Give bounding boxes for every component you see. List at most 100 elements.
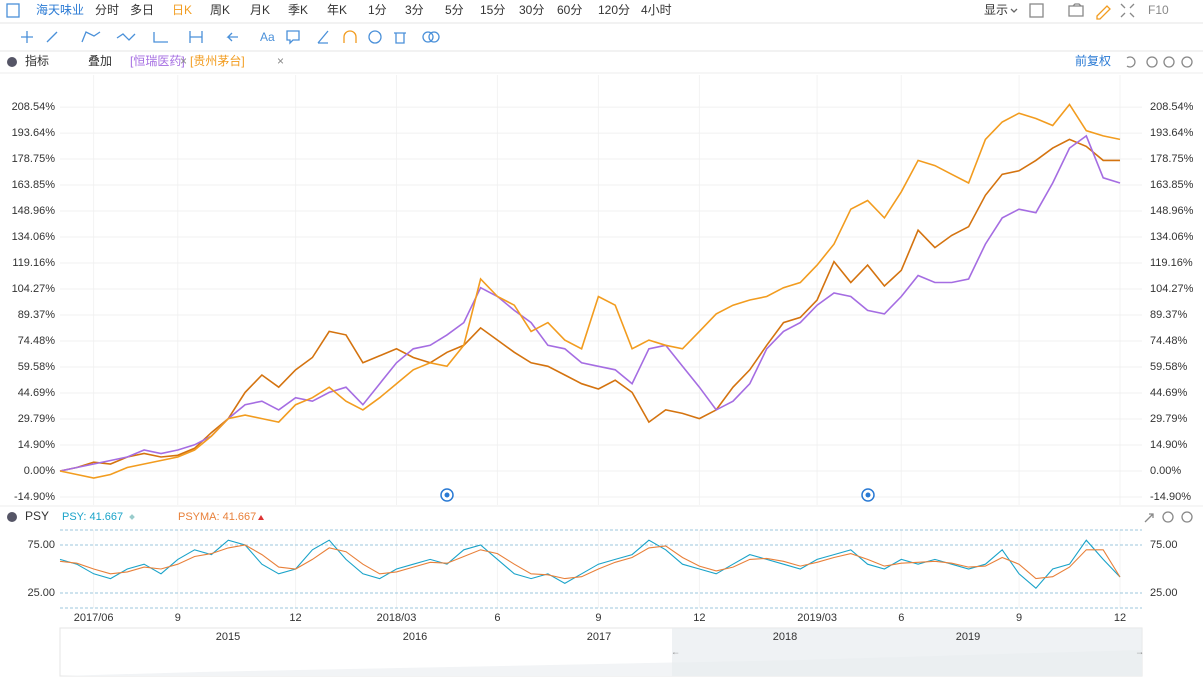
y-tick-label: 25.00 <box>1150 587 1178 599</box>
angle-tool[interactable] <box>317 30 329 44</box>
wave-tool[interactable] <box>116 33 136 41</box>
y-tick-label: 208.54% <box>1150 101 1194 113</box>
y-tick-label: 148.96% <box>12 205 56 217</box>
period-tab[interactable]: 年K <box>327 3 347 17</box>
y-tick-label: 193.64% <box>1150 127 1194 139</box>
collapse-icon[interactable] <box>7 57 17 67</box>
polyline-tool[interactable] <box>81 31 101 43</box>
indicators-button[interactable]: 指标 <box>25 53 49 68</box>
period-tab[interactable]: 月K <box>250 3 270 17</box>
zoom-out-icon[interactable] <box>1146 56 1158 68</box>
link-tool[interactable] <box>422 31 434 43</box>
navigator-year: 2018 <box>773 631 797 643</box>
y-tick-label: -14.90% <box>1150 491 1191 503</box>
arrow-tool[interactable] <box>226 32 238 42</box>
remove-icon[interactable]: × <box>277 54 284 68</box>
series-line <box>59 544 1121 580</box>
x-tick-label: 12 <box>1114 612 1126 624</box>
overlay-button[interactable]: 叠加 <box>88 54 112 68</box>
y-tick-label: 0.00% <box>1150 465 1181 477</box>
move-tool[interactable] <box>21 31 33 43</box>
y-tick-label: 178.75% <box>1150 153 1194 165</box>
y-tick-label: 74.48% <box>1150 335 1188 347</box>
y-tick-label: 119.16% <box>12 257 55 269</box>
y-tick-label: 119.16% <box>1150 257 1193 269</box>
period-tab[interactable]: 3分 <box>405 3 424 17</box>
period-tab[interactable]: 日K <box>172 3 192 17</box>
y-tick-label: 59.58% <box>18 361 56 373</box>
line-tool[interactable] <box>46 31 58 43</box>
y-tick-label: 75.00 <box>1150 539 1178 551</box>
sidebar-toggle[interactable] <box>6 3 20 18</box>
y-tick-label: 193.64% <box>12 127 56 139</box>
close-icon[interactable] <box>1162 511 1174 523</box>
period-tab[interactable]: 120分 <box>598 3 630 17</box>
measure-tool[interactable] <box>189 31 203 43</box>
y-tick-label: 25.00 <box>27 587 55 599</box>
series-line <box>59 103 1121 479</box>
x-tick-label: 2019/03 <box>797 612 837 624</box>
y-tick-label: 104.27% <box>12 283 56 295</box>
adjust-menu[interactable]: 前复权 <box>1075 53 1111 68</box>
y-tick-label: 75.00 <box>27 539 55 551</box>
magnet-tool[interactable] <box>343 30 357 43</box>
period-tab[interactable]: 季K <box>288 3 308 17</box>
period-tab[interactable]: 5分 <box>445 3 464 17</box>
display-menu[interactable]: 显示 <box>984 3 1008 17</box>
delete-tool[interactable] <box>394 32 406 44</box>
overlay-tag[interactable]: [恒瑞医药] <box>130 54 185 68</box>
y-tick-label: 0.00% <box>24 465 55 477</box>
drawing-tools <box>21 30 440 45</box>
screenshot-icon[interactable] <box>1068 3 1084 17</box>
series-line <box>59 138 1120 472</box>
toolbar <box>0 0 1203 22</box>
period-tab[interactable]: 1分 <box>368 3 387 17</box>
x-tick-label: 9 <box>175 612 181 624</box>
y-tick-label: 134.06% <box>1150 231 1194 243</box>
eye-tool[interactable] <box>368 30 382 44</box>
pen-icon[interactable] <box>1096 5 1111 20</box>
checkbox[interactable] <box>1029 3 1044 18</box>
x-tick-label: 12 <box>693 612 705 624</box>
settings-icon[interactable] <box>1181 56 1193 68</box>
zoom-in-icon[interactable] <box>1163 56 1175 68</box>
channel-tool[interactable] <box>153 32 168 43</box>
period-tab[interactable]: 分时 <box>95 3 119 17</box>
overlay-tag[interactable]: [贵州茅台] <box>190 53 245 68</box>
fullscreen-icon[interactable] <box>1120 3 1135 18</box>
event-marker-dot <box>444 492 450 498</box>
legend-entry: PSY: 41.667 <box>62 511 123 523</box>
reset-icon[interactable] <box>1126 56 1136 68</box>
period-tab[interactable]: 周K <box>210 3 230 17</box>
period-tab[interactable]: 4小时 <box>641 3 672 17</box>
period-tab[interactable]: 多日 <box>130 3 154 17</box>
y-tick-label: 14.90% <box>1150 439 1188 451</box>
navigator-year: 2017 <box>587 631 611 643</box>
x-tick-label: 9 <box>595 612 601 624</box>
navigator-selection[interactable] <box>672 628 1142 676</box>
handle[interactable]: ← <box>671 646 680 656</box>
legend-entry: PSYMA: 41.667 <box>178 511 256 523</box>
series-line <box>59 134 1121 472</box>
y-tick-label: 29.79% <box>1150 413 1188 425</box>
collapse-icon[interactable] <box>7 512 17 522</box>
expand-icon[interactable] <box>1144 513 1154 523</box>
symbol[interactable]: 海天味业 <box>36 2 84 17</box>
y-tick-label: 163.85% <box>1150 179 1194 191</box>
y-tick-label: 89.37% <box>18 309 56 321</box>
text-tool[interactable]: Aa <box>260 30 275 44</box>
y-tick-label: 104.27% <box>1150 283 1194 295</box>
settings-icon[interactable] <box>1181 511 1193 523</box>
handle[interactable]: → <box>1135 646 1144 656</box>
period-tab[interactable]: 60分 <box>557 3 582 17</box>
navigator-year: 2019 <box>956 631 980 643</box>
dropdown-arrow <box>1010 8 1018 13</box>
remove-icon[interactable]: × <box>180 54 187 68</box>
period-tab[interactable]: 30分 <box>519 3 544 17</box>
legend-icon <box>129 514 135 520</box>
f10-button[interactable]: F10 <box>1148 3 1169 17</box>
x-tick-label: 9 <box>1016 612 1022 624</box>
period-tab[interactable]: 15分 <box>480 3 505 17</box>
note-tool[interactable] <box>286 30 300 45</box>
